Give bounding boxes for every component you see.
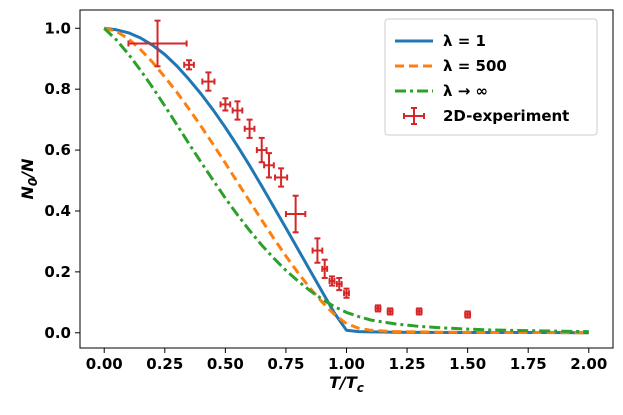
x-axis-ticks: 0.00 0.25 0.50 0.75 1.00 1.25 1.50 1.75 2.00 <box>86 348 607 373</box>
x-tick-label: 2.00 <box>570 355 607 373</box>
experiment-point <box>464 310 472 319</box>
experiment-point <box>335 276 343 292</box>
experiment-point <box>328 275 336 287</box>
experiment-point <box>219 97 232 112</box>
experiment-point <box>263 152 275 179</box>
y-axis-ticks: 0.0 0.2 0.4 0.6 0.8 1.0 <box>44 19 80 342</box>
experiment-point <box>321 258 329 279</box>
x-tick-label: 0.75 <box>267 355 304 373</box>
y-tick-label: 0.2 <box>44 263 71 281</box>
legend-label-lambda-500: λ = 500 <box>443 57 507 75</box>
experiment-point <box>231 100 244 121</box>
curve-lambda-infinity <box>103 27 589 334</box>
y-tick-label: 0.6 <box>44 141 71 159</box>
legend-label-lambda-1: λ = 1 <box>443 32 486 50</box>
y-tick-label: 0.8 <box>44 80 71 98</box>
x-tick-label: 1.25 <box>389 355 426 373</box>
legend-swatch-experiment <box>403 107 425 125</box>
x-tick-label: 0.25 <box>146 355 183 373</box>
plot-curves <box>103 26 589 335</box>
legend-label-lambda-infinity: λ → ∞ <box>443 82 488 100</box>
experiment-point <box>415 307 423 316</box>
x-tick-label: 1.50 <box>449 355 486 373</box>
experiment-point <box>201 71 216 92</box>
experiment-point <box>274 167 289 188</box>
y-tick-label: 1.0 <box>44 19 71 37</box>
plot-frame <box>79 9 614 349</box>
legend: λ = 1 λ = 500 λ → ∞ 2D-experiment <box>384 18 598 136</box>
legend-label-experiment: 2D-experiment <box>443 107 569 125</box>
experiment-point <box>386 307 394 316</box>
curve-lambda-500 <box>103 26 589 335</box>
experiment-point <box>284 194 307 234</box>
y-axis-label: N0/N <box>18 158 40 200</box>
x-tick-label: 1.00 <box>328 355 365 373</box>
x-tick-label: 1.75 <box>510 355 547 373</box>
experiment-point <box>255 136 268 164</box>
experiment-point <box>243 118 256 139</box>
experiment-point <box>127 19 188 68</box>
experiment-point <box>374 304 382 313</box>
legend-box <box>384 18 598 136</box>
experiment-point <box>343 287 350 299</box>
experiment-point <box>311 237 324 264</box>
y-tick-label: 0.4 <box>44 202 71 220</box>
x-axis-label: T/Tc <box>329 373 364 395</box>
experiment-point <box>183 59 195 71</box>
y-tick-label: 0.0 <box>44 324 71 342</box>
x-tick-label: 0.00 <box>86 355 123 373</box>
x-tick-label: 0.50 <box>207 355 244 373</box>
experiment-errorbars <box>127 19 472 319</box>
